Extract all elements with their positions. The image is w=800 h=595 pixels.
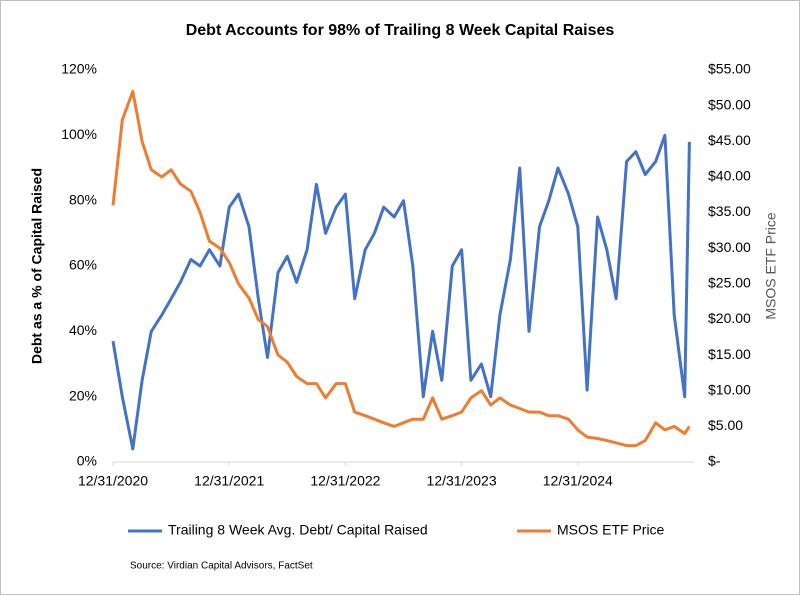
y-tick-label: 80% (69, 191, 97, 207)
y2-tick-label: $45.00 (708, 132, 751, 148)
y2-tick-label: $30.00 (708, 239, 751, 255)
y2-tick-label: $5.00 (708, 417, 743, 433)
y2-axis-title: MSOS ETF Price (763, 212, 779, 320)
source-note: Source: Virdian Capital Advisors, FactSe… (130, 561, 313, 572)
y2-tick-label: $25.00 (708, 275, 751, 291)
x-tick-label: 12/31/2020 (78, 473, 148, 489)
x-tick-label: 12/31/2021 (194, 473, 264, 489)
x-tick-label: 12/31/2023 (427, 473, 497, 489)
y-tick-label: 0% (77, 453, 97, 469)
series-line (111, 133, 691, 451)
y2-tick-label: $35.00 (708, 203, 751, 219)
legend-label: MSOS ETF Price (557, 522, 665, 538)
y-tick-label: 20% (69, 387, 97, 403)
y2-tick-label: $20.00 (708, 310, 751, 326)
y-tick-label: 100% (61, 126, 97, 142)
y-tick-label: 40% (69, 322, 97, 338)
y2-tick-label: $40.00 (708, 168, 751, 184)
y2-tick-label: $15.00 (708, 346, 751, 362)
series-line (111, 89, 691, 448)
y2-tick-label: $50.00 (708, 96, 751, 112)
y-axis-title: Debt as a % of Capital Raised (29, 168, 45, 364)
chart-title: Debt Accounts for 98% of Trailing 8 Week… (186, 22, 615, 39)
y2-tick-label: $55.00 (708, 61, 751, 77)
x-tick-label: 12/31/2024 (543, 473, 613, 489)
x-tick-label: 12/31/2022 (310, 473, 380, 489)
legend-label: Trailing 8 Week Avg. Debt/ Capital Raise… (168, 522, 428, 538)
y2-tick-label: $- (708, 453, 721, 469)
y-tick-label: 120% (61, 61, 97, 77)
y-tick-label: 60% (69, 257, 97, 273)
y2-tick-label: $10.00 (708, 381, 751, 397)
